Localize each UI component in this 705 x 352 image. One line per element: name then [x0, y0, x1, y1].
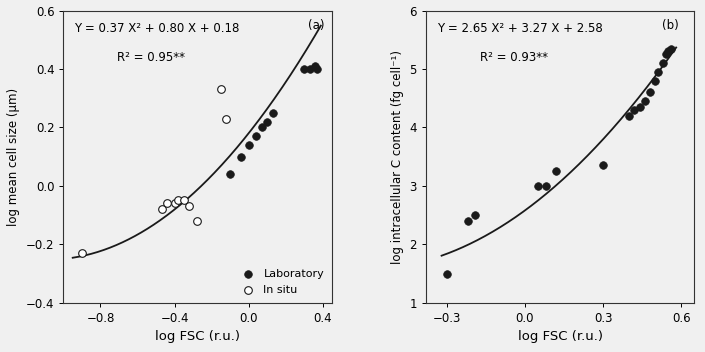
Laboratory	[243, 142, 255, 148]
In situ	[215, 87, 226, 92]
In situ	[173, 198, 184, 203]
Point	[462, 218, 473, 224]
Point	[663, 49, 674, 54]
Laboratory	[298, 66, 309, 72]
X-axis label: log FSC (r.u.): log FSC (r.u.)	[517, 330, 603, 343]
In situ	[156, 206, 167, 212]
In situ	[191, 218, 202, 224]
Point	[644, 89, 656, 95]
Point	[660, 51, 671, 57]
Laboratory	[312, 66, 323, 72]
Point	[650, 78, 661, 83]
Laboratory	[309, 63, 321, 69]
Laboratory	[256, 125, 267, 130]
Point	[551, 168, 562, 174]
In situ	[184, 203, 195, 209]
Laboratory	[235, 154, 247, 159]
Point	[629, 107, 640, 113]
In situ	[76, 250, 87, 256]
Point	[532, 183, 544, 189]
Laboratory	[267, 110, 278, 115]
Y-axis label: log mean cell size (μm): log mean cell size (μm)	[7, 88, 20, 226]
Point	[624, 113, 635, 119]
Laboratory	[250, 133, 262, 139]
Point	[470, 212, 481, 218]
Point	[658, 60, 669, 66]
Text: Y = 2.65 X² + 3.27 X + 2.58: Y = 2.65 X² + 3.27 X + 2.58	[436, 22, 602, 35]
Y-axis label: log intracellular C content (fg cell⁻¹): log intracellular C content (fg cell⁻¹)	[391, 50, 404, 264]
Point	[652, 69, 663, 75]
Text: (a): (a)	[308, 19, 324, 32]
Point	[598, 163, 609, 168]
In situ	[221, 116, 232, 121]
Point	[639, 98, 651, 104]
In situ	[178, 198, 190, 203]
Point	[666, 46, 677, 51]
In situ	[161, 201, 173, 206]
Text: Y = 0.37 X² + 0.80 X + 0.18: Y = 0.37 X² + 0.80 X + 0.18	[74, 22, 240, 35]
Point	[441, 271, 453, 276]
Laboratory	[304, 66, 315, 72]
Legend: Laboratory, In situ: Laboratory, In situ	[235, 267, 326, 297]
Text: R² = 0.93**: R² = 0.93**	[479, 51, 548, 64]
Point	[540, 183, 551, 189]
Point	[634, 104, 645, 110]
In situ	[169, 201, 180, 206]
Laboratory	[224, 171, 235, 177]
X-axis label: log FSC (r.u.): log FSC (r.u.)	[155, 330, 240, 343]
Laboratory	[262, 119, 273, 124]
Text: R² = 0.95**: R² = 0.95**	[117, 51, 185, 64]
Text: (b): (b)	[662, 19, 679, 32]
